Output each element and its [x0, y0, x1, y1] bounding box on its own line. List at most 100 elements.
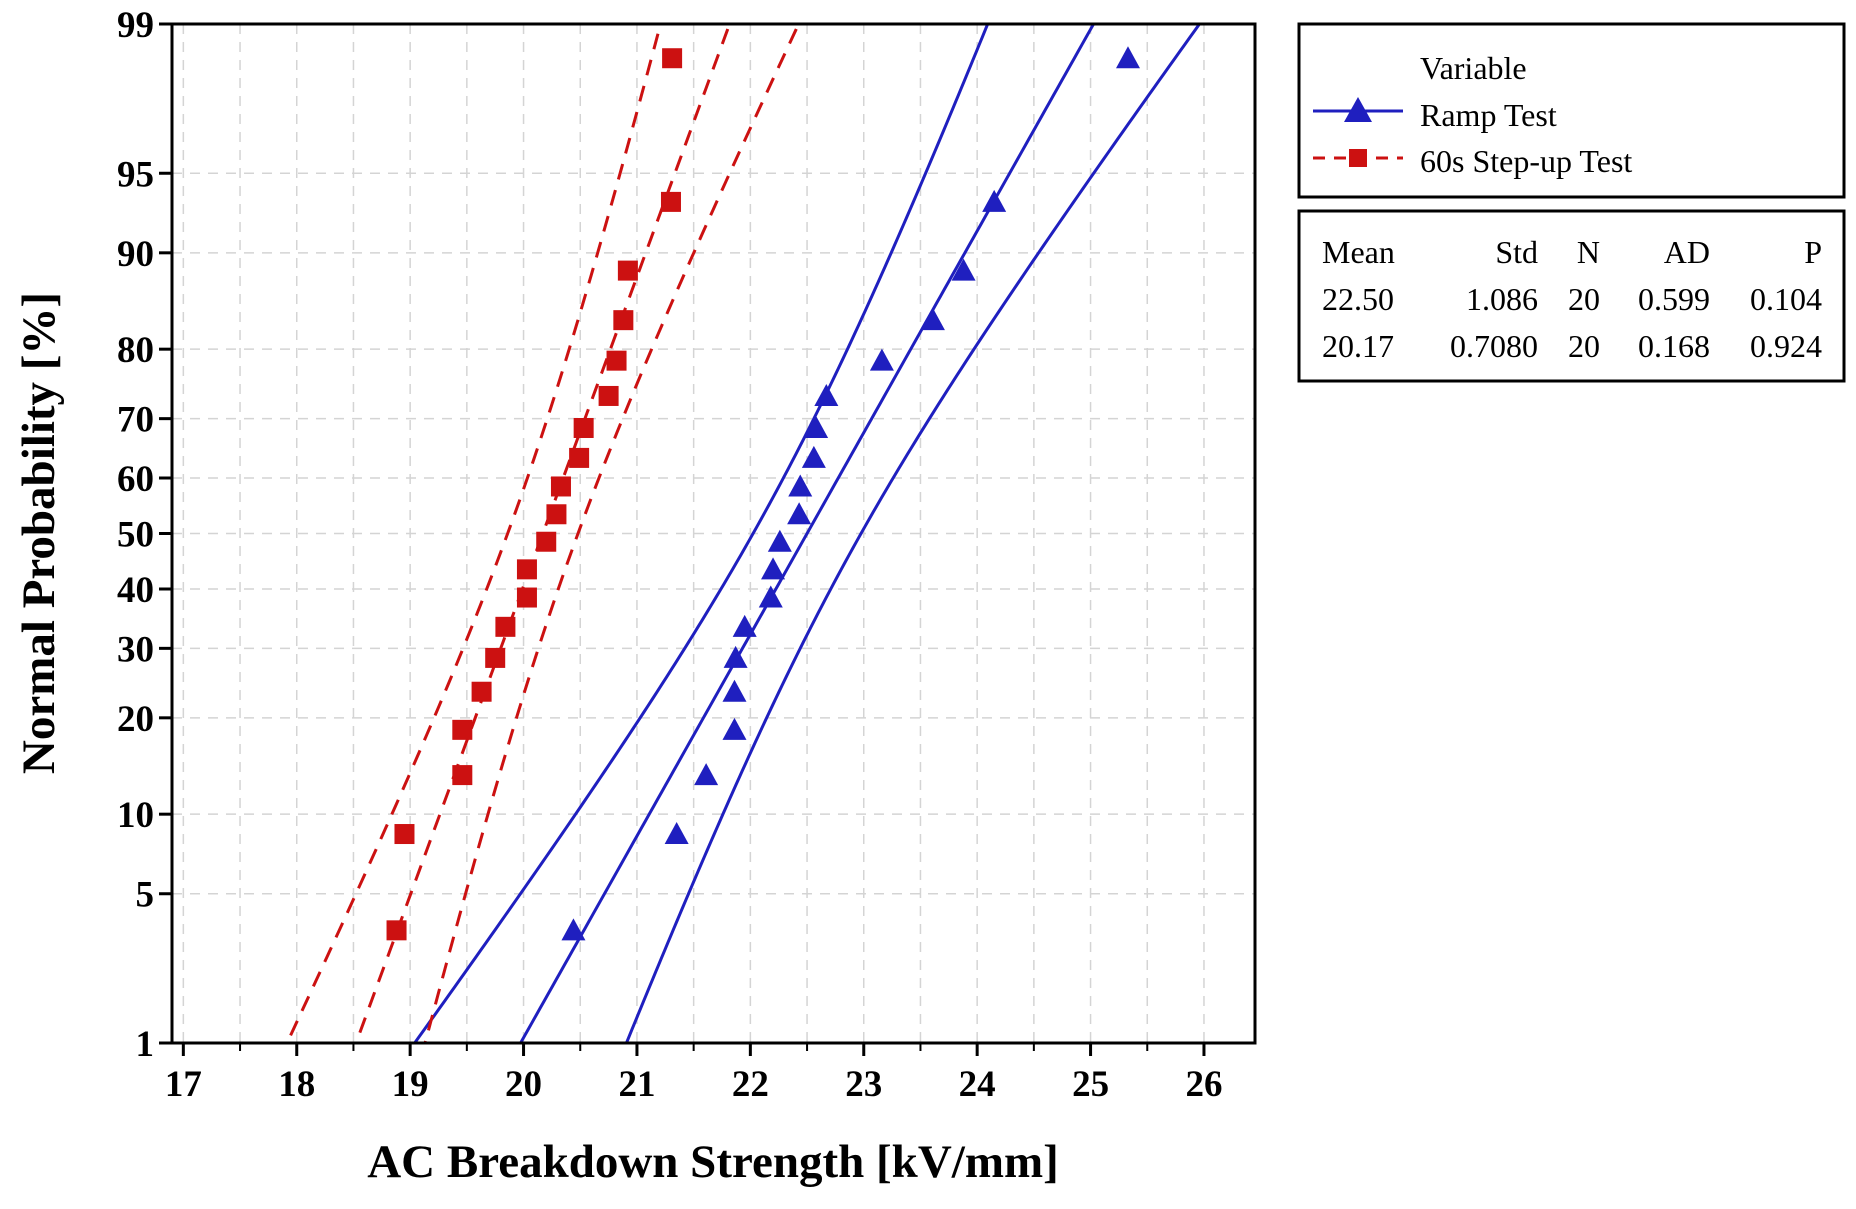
- legend-title: Variable: [1420, 50, 1527, 86]
- fit-lines-layer: [285, 24, 1202, 1043]
- ramp-test-point: [561, 918, 586, 941]
- series-ramp-band-lower-line: [412, 24, 990, 1043]
- x-tick-label: 24: [959, 1064, 996, 1105]
- step-up-test-point: [495, 616, 516, 637]
- y-tick-label: 99: [117, 5, 154, 46]
- y-tick-label: 90: [117, 234, 154, 275]
- stats-cell-ramp-p: 0.104: [1750, 281, 1822, 317]
- ramp-test-point: [869, 348, 894, 371]
- step-up-test-point: [471, 681, 492, 702]
- series-stepup-band-upper-line: [423, 24, 801, 1043]
- stats-header-mean: Mean: [1322, 234, 1395, 270]
- legend-marker-square: [1349, 149, 1367, 167]
- legend-marker-triangle: [1344, 97, 1372, 122]
- x-tick-label: 22: [732, 1064, 769, 1105]
- ramp-test-point: [694, 763, 719, 786]
- stats-header-std: Std: [1495, 234, 1538, 270]
- step-up-test-point: [613, 310, 634, 331]
- step-up-test-point: [617, 260, 638, 281]
- ramp-test-point: [722, 679, 747, 702]
- step-up-test-point: [606, 350, 627, 371]
- step-up-test-point: [569, 447, 590, 468]
- ramp-test-point: [664, 822, 689, 845]
- step-up-test-point: [452, 719, 473, 740]
- step-up-test-point: [546, 504, 567, 525]
- ramp-test-point: [1115, 46, 1140, 69]
- y-tick-label: 20: [117, 699, 154, 740]
- ramp-test-point: [722, 717, 747, 740]
- stats-table-frame: [1297, 209, 1846, 383]
- series-ramp-fit-line: [518, 24, 1096, 1043]
- x-tick-label: 18: [278, 1064, 315, 1105]
- stats-cell-stepup-p: 0.924: [1750, 328, 1822, 364]
- stats-cell-ramp-std: 1.086: [1466, 281, 1538, 317]
- step-up-test-point: [662, 48, 683, 69]
- step-up-test-point: [394, 824, 415, 845]
- stats-cell-stepup-n: 20: [1568, 328, 1600, 364]
- ramp-test-point: [732, 614, 757, 637]
- y-tick-label: 30: [117, 629, 154, 670]
- stats-table: Mean Std N AD P 22.50 1.086 20 0.599 0.1…: [1297, 209, 1846, 383]
- y-tick-label: 5: [136, 875, 155, 916]
- step-up-test-point: [485, 647, 506, 668]
- x-tick-label: 20: [505, 1064, 542, 1105]
- ramp-test-point: [982, 189, 1007, 212]
- stats-header-n: N: [1577, 234, 1600, 270]
- ramp-test-point: [761, 557, 786, 580]
- ramp-test-point: [804, 415, 829, 438]
- step-up-test-point: [516, 587, 537, 608]
- markers-layer: [386, 46, 1140, 941]
- y-tick-label: 80: [117, 330, 154, 371]
- stats-cell-stepup-mean: 20.17: [1322, 328, 1394, 364]
- x-tick-label: 26: [1185, 1064, 1222, 1105]
- ramp-test-point: [767, 529, 792, 552]
- step-up-test-point: [660, 191, 681, 212]
- step-up-test-point: [386, 920, 407, 941]
- legend-label-stepup: 60s Step-up Test: [1420, 143, 1632, 179]
- y-tick-label: 10: [117, 795, 154, 836]
- stats-cell-ramp-n: 20: [1568, 281, 1600, 317]
- stats-cell-ramp-ad: 0.599: [1638, 281, 1710, 317]
- ramp-test-point: [788, 474, 813, 497]
- series-stepup-fit-line: [354, 24, 732, 1043]
- step-up-test-point: [536, 531, 557, 552]
- x-tick-label: 17: [165, 1064, 202, 1105]
- x-tick-label: 19: [392, 1064, 429, 1105]
- series-ramp-band-upper-line: [624, 24, 1202, 1043]
- y-tick-label: 95: [117, 154, 154, 195]
- x-tick-label: 25: [1072, 1064, 1109, 1105]
- step-up-test-point: [452, 765, 473, 786]
- x-tick-label: 23: [845, 1064, 882, 1105]
- y-tick-label: 50: [117, 515, 154, 556]
- ramp-test-point: [787, 502, 812, 525]
- stats-header-p: P: [1804, 234, 1822, 270]
- step-up-test-point: [573, 417, 594, 438]
- step-up-test-point: [598, 385, 619, 406]
- step-up-test-point: [550, 476, 571, 497]
- ramp-test-point: [920, 308, 945, 331]
- x-axis-title: AC Breakdown Strength [kV/mm]: [367, 1136, 1059, 1188]
- x-tick-label: 21: [618, 1064, 655, 1105]
- series-stepup-band-lower-line: [285, 24, 663, 1043]
- step-up-test-point: [516, 559, 537, 580]
- ramp-test-point: [801, 445, 826, 468]
- ramp-test-point: [723, 645, 748, 668]
- y-tick-label: 60: [117, 459, 154, 500]
- ramp-test-point: [951, 258, 976, 281]
- y-tick-label: 40: [117, 570, 154, 611]
- ticks-layer: 17 18 19 20 21 22 23 24 25 26 1 5 10 20 30 40 50 60 70 80 90…: [117, 5, 1222, 1105]
- y-axis-title: Normal Probability [%]: [13, 292, 65, 774]
- stats-header-ad: AD: [1664, 234, 1710, 270]
- grid-layer: [172, 24, 1255, 1043]
- legend-label-ramp: Ramp Test: [1420, 97, 1557, 133]
- stats-cell-stepup-std: 0.7080: [1450, 328, 1538, 364]
- ramp-test-point: [758, 585, 783, 608]
- y-tick-label: 70: [117, 400, 154, 441]
- legend: Variable Ramp Test 60s Step-up Test: [1297, 22, 1846, 199]
- stats-cell-ramp-mean: 22.50: [1322, 281, 1394, 317]
- ramp-test-point: [814, 383, 839, 406]
- stats-cell-stepup-ad: 0.168: [1638, 328, 1710, 364]
- y-tick-label: 1: [136, 1024, 155, 1065]
